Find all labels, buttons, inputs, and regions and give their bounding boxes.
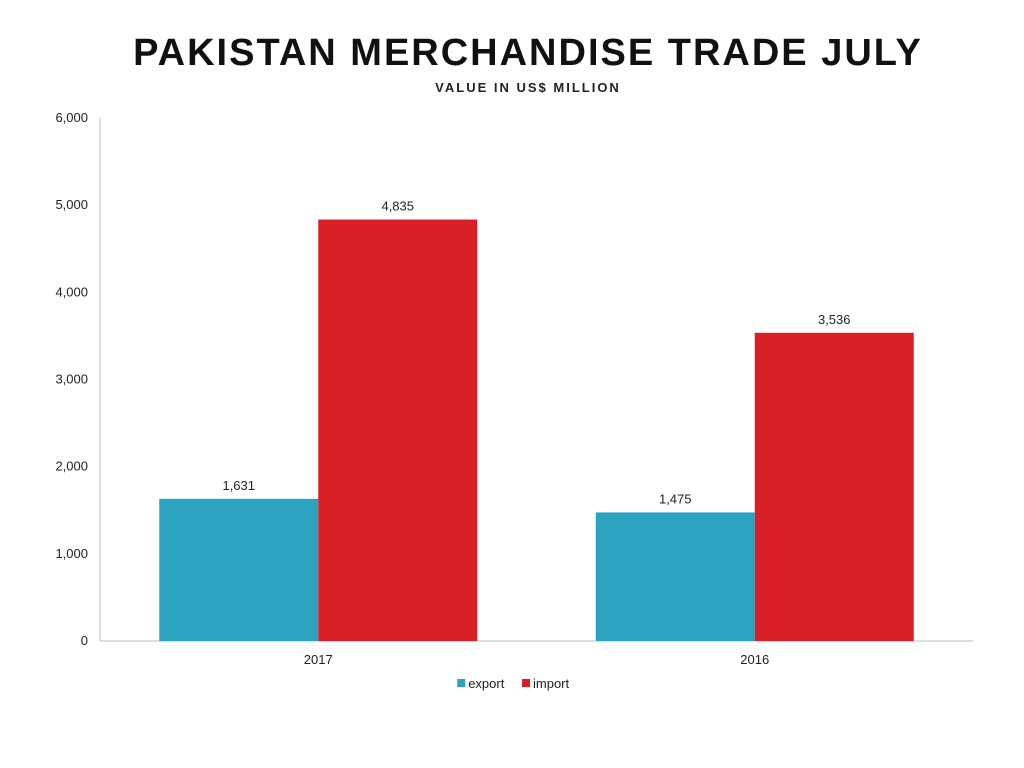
legend-swatch (457, 679, 466, 687)
bar-export-2016 (595, 512, 755, 641)
data-label-import-2017: 4,835 (381, 199, 414, 214)
bar-import-2016 (754, 332, 914, 641)
legend-item-import: import (522, 676, 570, 691)
data-labels: 1,631 4,835 1,475 3,536 (222, 199, 850, 507)
bars (159, 219, 914, 641)
data-label-export-2016: 1,475 (659, 491, 692, 506)
x-tick-label: 2016 (740, 652, 769, 667)
y-tick-label: 2,000 (55, 459, 88, 474)
legend-swatch (522, 679, 530, 687)
y-tick-label: 4,000 (55, 284, 88, 299)
chart-title: PAKISTAN MERCHANDISE TRADE JULY (133, 32, 923, 74)
legend-label: import (533, 676, 570, 691)
legend: export import (457, 676, 570, 691)
x-axis: 2017 2016 (100, 640, 973, 667)
data-label-import-2016: 3,536 (818, 312, 851, 327)
legend-item-export: export (457, 676, 505, 691)
y-tick-label: 5,000 (55, 197, 88, 212)
bar-export-2017 (159, 498, 319, 641)
y-tick-label: 1,000 (55, 546, 88, 561)
y-tick-label: 0 (81, 633, 88, 648)
x-tick-label: 2017 (304, 652, 333, 667)
y-tick-label: 6,000 (55, 110, 88, 125)
bar-import-2017 (318, 219, 478, 641)
legend-label: export (468, 676, 505, 691)
chart-subtitle: VALUE IN US$ MILLION (435, 80, 621, 95)
y-axis: 0 1,000 2,000 3,000 4,000 5,000 6,000 (55, 110, 101, 648)
y-tick-label: 3,000 (55, 372, 88, 387)
data-label-export-2017: 1,631 (222, 478, 255, 493)
